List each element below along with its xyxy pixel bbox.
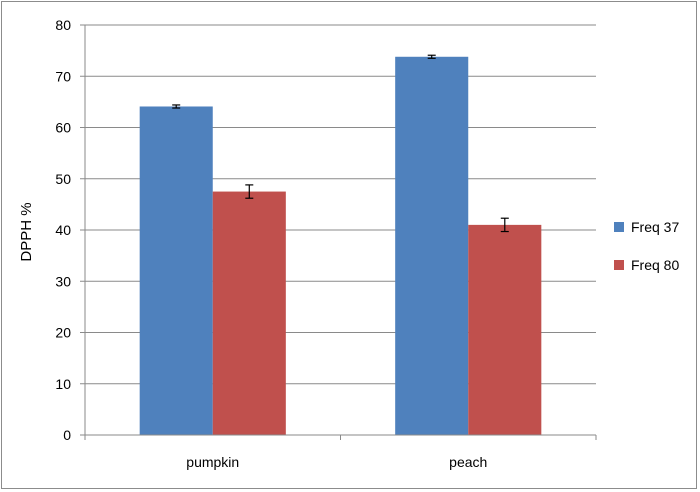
y-tick-label: 70 — [55, 68, 71, 84]
error-bars — [172, 54, 509, 233]
x-tick-label: pumpkin — [186, 454, 239, 470]
bars — [139, 56, 542, 436]
bar-pumpkin-freq-37 — [139, 106, 213, 436]
y-tick-label: 60 — [55, 120, 71, 136]
x-tick-labels: pumpkin peach — [186, 454, 487, 470]
y-tick-label: 0 — [63, 427, 71, 443]
y-tick-label: 50 — [55, 171, 71, 187]
y-tick-label: 40 — [55, 222, 71, 238]
axes — [80, 24, 597, 440]
y-axis-title: DPPH % — [18, 202, 35, 261]
y-tick-label: 30 — [55, 273, 71, 289]
bar-pumpkin-freq-80 — [212, 191, 286, 435]
bar-peach-freq-37 — [395, 56, 469, 436]
legend: Freq 37 Freq 80 — [614, 219, 679, 273]
y-tick-label: 80 — [55, 17, 71, 33]
y-tick-label: 20 — [55, 325, 71, 341]
legend-swatch — [614, 222, 624, 232]
legend-label: Freq 37 — [631, 219, 679, 235]
x-tick-label: peach — [449, 454, 487, 470]
y-tick-label: 10 — [55, 376, 71, 392]
bar-peach-freq-80 — [468, 224, 542, 435]
legend-label: Freq 80 — [631, 257, 679, 273]
legend-swatch — [614, 260, 624, 270]
y-tick-labels: 0 10 20 30 40 50 60 70 80 — [55, 17, 71, 443]
